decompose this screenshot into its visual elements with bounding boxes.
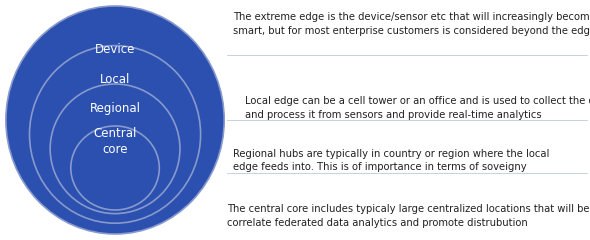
Ellipse shape [30,46,201,223]
Text: Regional hubs are typically in country or region where the local
edge feeds into: Regional hubs are typically in country o… [233,149,549,172]
Ellipse shape [71,126,159,210]
Text: Device: Device [95,43,135,56]
Text: The central core includes typicaly large centralized locations that will be used: The central core includes typicaly large… [227,204,590,228]
Text: Central
core: Central core [93,127,137,156]
Ellipse shape [6,6,224,234]
Ellipse shape [50,84,180,214]
Text: Regional: Regional [90,102,140,115]
Text: Local: Local [100,73,130,86]
Text: Local edge can be a cell tower or an office and is used to collect the data
and : Local edge can be a cell tower or an off… [245,96,590,120]
Text: The extreme edge is the device/sensor etc that will increasingly become
smart, b: The extreme edge is the device/sensor et… [233,12,590,36]
